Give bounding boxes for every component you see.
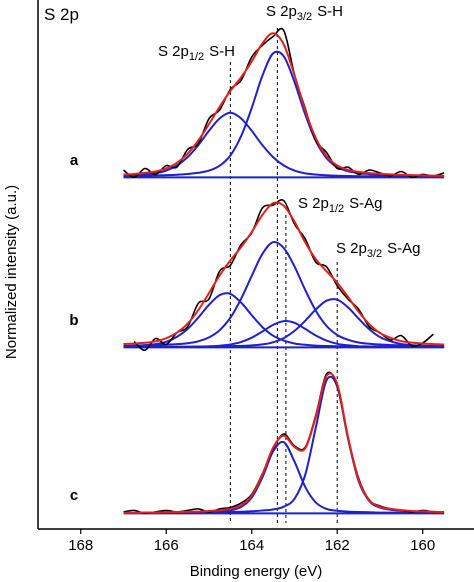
annotation-subscript: 1/2	[329, 203, 344, 215]
spectrum-line	[123, 241, 445, 348]
peak-annotation: S 2p3/2 S-H	[266, 3, 343, 23]
panel: b	[69, 199, 445, 352]
y-axis-label: Normalized intensity (a.u.)	[3, 185, 20, 359]
spectrum-line	[123, 27, 445, 179]
panel-label: a	[70, 152, 79, 169]
annotation-suffix: S-Ag	[387, 240, 420, 257]
annotation-text: S 2p	[266, 3, 297, 20]
x-tick-label: 168	[68, 537, 93, 554]
panel-label: c	[70, 487, 78, 504]
spectrum-line	[123, 50, 445, 178]
x-tick-label: 166	[154, 537, 179, 554]
panel: a	[70, 27, 445, 179]
x-tick-label: 164	[239, 537, 264, 554]
spectrum-line	[133, 199, 434, 352]
panel-label: b	[69, 312, 78, 329]
annotation-text: S 2p	[298, 195, 329, 212]
x-tick-label: 162	[325, 537, 350, 554]
peak-annotation: S 2p1/2 S-H	[158, 43, 235, 63]
annotation-text: S 2p	[158, 43, 189, 60]
spectrum-line	[123, 298, 445, 349]
spectrum-line	[123, 201, 445, 346]
spectrum-line	[123, 372, 445, 514]
annotation-subscript: 3/2	[297, 11, 312, 23]
annotation-suffix: S-Ag	[349, 195, 382, 212]
spectrum-line	[123, 375, 445, 515]
annotation-subscript: 3/2	[367, 248, 382, 260]
spectrum-line	[123, 32, 445, 177]
x-axis-label: Binding energy (eV)	[190, 563, 323, 580]
peak-annotation: S 2p1/2 S-Ag	[298, 195, 383, 215]
panel: c	[70, 371, 445, 515]
annotation-suffix: S-H	[317, 3, 343, 20]
chart-title: S 2p	[44, 5, 79, 24]
annotation-text: S 2p	[336, 240, 367, 257]
peak-annotation: S 2p3/2 S-Ag	[336, 240, 421, 260]
x-tick-label: 160	[410, 537, 435, 554]
annotation-subscript: 1/2	[189, 51, 204, 63]
annotation-suffix: S-H	[209, 43, 235, 60]
spectrum-line	[123, 440, 445, 515]
